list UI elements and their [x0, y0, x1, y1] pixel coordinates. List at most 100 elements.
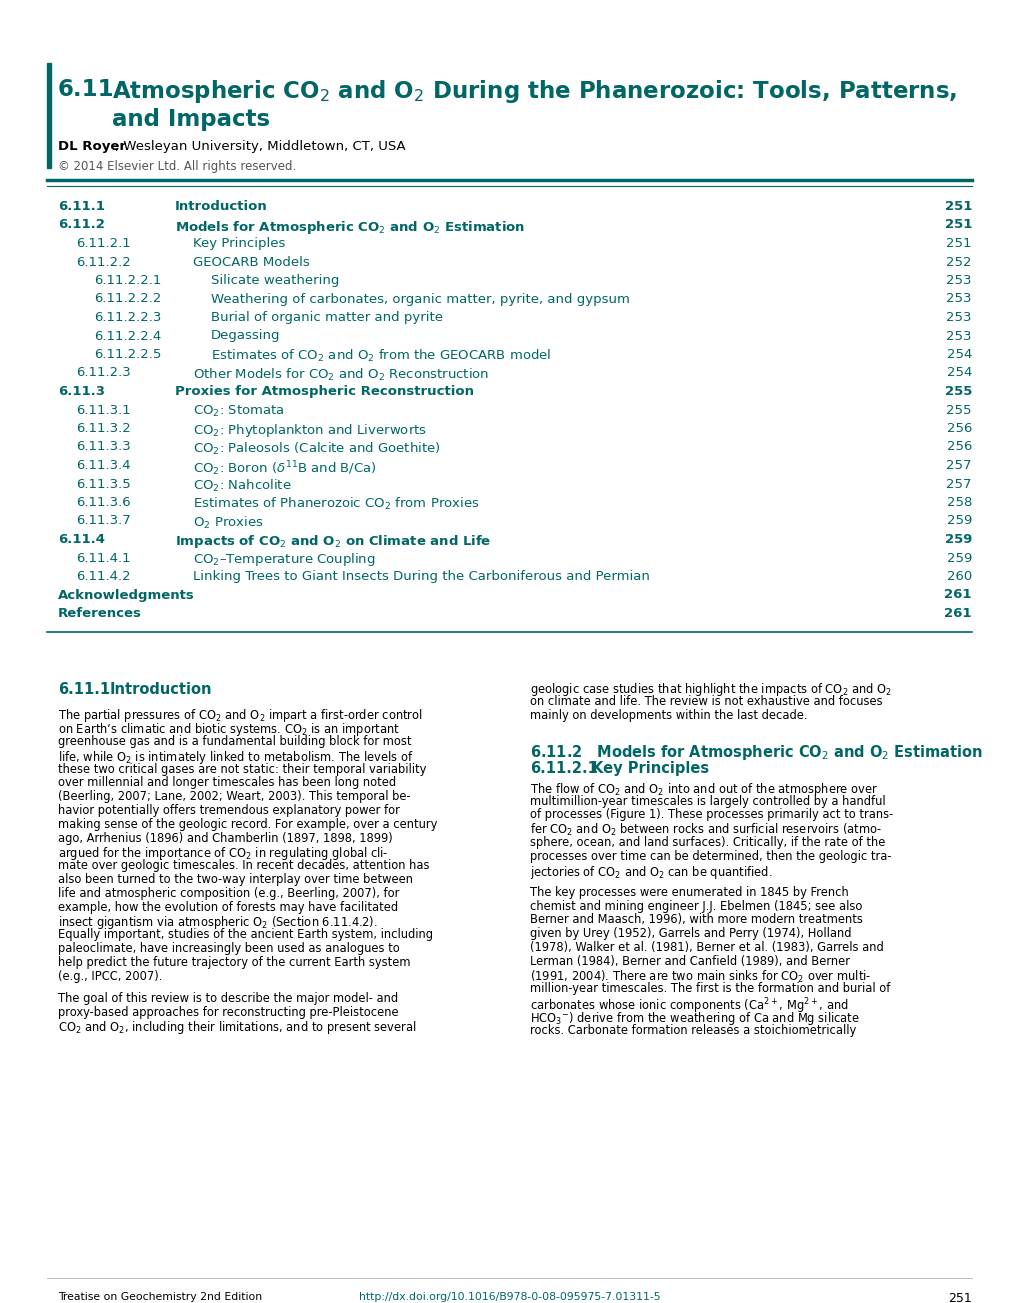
Text: rocks. Carbonate formation releases a stoichiometrically: rocks. Carbonate formation releases a st…: [530, 1024, 855, 1037]
Text: The key processes were enumerated in 1845 by French: The key processes were enumerated in 184…: [530, 886, 848, 899]
Text: Degassing: Degassing: [211, 330, 280, 343]
Text: 253: 253: [946, 330, 971, 343]
Text: processes over time can be determined, then the geologic tra-: processes over time can be determined, t…: [530, 850, 891, 863]
Text: 261: 261: [944, 607, 971, 620]
Text: Estimates of Phanerozoic CO$_{2}$ from Proxies: Estimates of Phanerozoic CO$_{2}$ from P…: [193, 496, 479, 512]
Text: fer CO$_{2}$ and O$_{2}$ between rocks and surficial reservoirs (atmo-: fer CO$_{2}$ and O$_{2}$ between rocks a…: [530, 822, 881, 838]
Text: Estimates of CO$_{2}$ and O$_{2}$ from the GEOCARB model: Estimates of CO$_{2}$ and O$_{2}$ from t…: [211, 348, 550, 364]
Text: Weathering of carbonates, organic matter, pyrite, and gypsum: Weathering of carbonates, organic matter…: [211, 292, 630, 305]
Text: The goal of this review is to describe the major model- and: The goal of this review is to describe t…: [58, 992, 397, 1005]
Text: 6.11.1: 6.11.1: [58, 199, 105, 212]
Text: Proxies for Atmospheric Reconstruction: Proxies for Atmospheric Reconstruction: [175, 384, 474, 397]
Text: given by Urey (1952), Garrels and Perry (1974), Holland: given by Urey (1952), Garrels and Perry …: [530, 928, 851, 941]
Text: over millennial and longer timescales has been long noted: over millennial and longer timescales ha…: [58, 777, 395, 790]
Text: 253: 253: [946, 292, 971, 305]
Text: Acknowledgments: Acknowledgments: [58, 589, 195, 602]
Text: on Earth’s climatic and biotic systems. CO$_{2}$ is an important: on Earth’s climatic and biotic systems. …: [58, 722, 399, 739]
Text: argued for the importance of CO$_{2}$ in regulating global cli-: argued for the importance of CO$_{2}$ in…: [58, 846, 388, 863]
Text: geologic case studies that highlight the impacts of CO$_{2}$ and O$_{2}$: geologic case studies that highlight the…: [530, 681, 892, 698]
Text: http://dx.doi.org/10.1016/B978-0-08-095975-7.01311-5: http://dx.doi.org/10.1016/B978-0-08-0959…: [359, 1293, 660, 1302]
Text: 255: 255: [944, 384, 971, 397]
Text: GEOCARB Models: GEOCARB Models: [193, 255, 310, 268]
Text: 6.11.3.4: 6.11.3.4: [76, 459, 130, 472]
Text: 6.11.2   Models for Atmospheric CO$_{2}$ and O$_{2}$ Estimation: 6.11.2 Models for Atmospheric CO$_{2}$ a…: [530, 743, 982, 762]
Text: 6.11.2.2.2: 6.11.2.2.2: [94, 292, 161, 305]
Text: greenhouse gas and is a fundamental building block for most: greenhouse gas and is a fundamental buil…: [58, 735, 411, 748]
Text: jectories of CO$_{2}$ and O$_{2}$ can be quantified.: jectories of CO$_{2}$ and O$_{2}$ can be…: [530, 864, 771, 881]
Text: Key Principles: Key Principles: [193, 237, 285, 250]
Text: Burial of organic matter and pyrite: Burial of organic matter and pyrite: [211, 311, 442, 324]
Text: 253: 253: [946, 274, 971, 287]
Text: proxy-based approaches for reconstructing pre-Pleistocene: proxy-based approaches for reconstructin…: [58, 1006, 398, 1019]
Bar: [47, 63, 51, 168]
Text: DL Royer: DL Royer: [58, 139, 126, 152]
Text: CO$_{2}$: Phytoplankton and Liverworts: CO$_{2}$: Phytoplankton and Liverworts: [193, 422, 427, 439]
Text: 6.11.2.2: 6.11.2.2: [76, 255, 130, 268]
Text: The flow of CO$_{2}$ and O$_{2}$ into and out of the atmosphere over: The flow of CO$_{2}$ and O$_{2}$ into an…: [530, 780, 877, 797]
Text: 6.11.2.2.1: 6.11.2.2.1: [94, 274, 161, 287]
Text: 6.11.3: 6.11.3: [58, 384, 105, 397]
Text: 6.11: 6.11: [58, 78, 114, 102]
Text: 260: 260: [946, 569, 971, 582]
Text: 6.11.4.1: 6.11.4.1: [76, 551, 130, 564]
Text: 252: 252: [946, 255, 971, 268]
Text: Lerman (1984), Berner and Canfield (1989), and Berner: Lerman (1984), Berner and Canfield (1989…: [530, 955, 849, 968]
Text: 257: 257: [946, 477, 971, 490]
Text: 6.11.3.7: 6.11.3.7: [76, 515, 130, 528]
Text: life and atmospheric composition (e.g., Beerling, 2007), for: life and atmospheric composition (e.g., …: [58, 887, 399, 900]
Text: and Impacts: and Impacts: [112, 108, 270, 132]
Text: 256: 256: [946, 422, 971, 435]
Text: mainly on developments within the last decade.: mainly on developments within the last d…: [530, 709, 807, 722]
Text: CO$_{2}$: Nahcolite: CO$_{2}$: Nahcolite: [193, 477, 291, 494]
Text: carbonates whose ionic components (Ca$^{2+}$, Mg$^{2+}$, and: carbonates whose ionic components (Ca$^{…: [530, 997, 848, 1016]
Text: multimillion-year timescales is largely controlled by a handful: multimillion-year timescales is largely …: [530, 795, 884, 808]
Text: HCO$_{3}$$^{-}$) derive from the weathering of Ca and Mg silicate: HCO$_{3}$$^{-}$) derive from the weather…: [530, 1010, 859, 1027]
Text: million-year timescales. The first is the formation and burial of: million-year timescales. The first is th…: [530, 982, 890, 995]
Text: (1991, 2004). There are two main sinks for CO$_{2}$ over multi-: (1991, 2004). There are two main sinks f…: [530, 968, 870, 985]
Text: CO$_{2}$: Boron ($\delta^{11}$B and B/Ca): CO$_{2}$: Boron ($\delta^{11}$B and B/Ca…: [193, 459, 376, 478]
Text: 251: 251: [944, 199, 971, 212]
Text: 6.11.2: 6.11.2: [58, 219, 105, 232]
Text: 6.11.4: 6.11.4: [58, 533, 105, 546]
Text: on climate and life. The review is not exhaustive and focuses: on climate and life. The review is not e…: [530, 696, 881, 709]
Text: 251: 251: [946, 237, 971, 250]
Text: (1978), Walker et al. (1981), Berner et al. (1983), Garrels and: (1978), Walker et al. (1981), Berner et …: [530, 941, 882, 954]
Text: 6.11.4.2: 6.11.4.2: [76, 569, 130, 582]
Text: ago, Arrhenius (1896) and Chamberlin (1897, 1898, 1899): ago, Arrhenius (1896) and Chamberlin (18…: [58, 831, 392, 844]
Text: 259: 259: [946, 515, 971, 528]
Text: Equally important, studies of the ancient Earth system, including: Equally important, studies of the ancien…: [58, 928, 433, 941]
Text: 6.11.2.1: 6.11.2.1: [76, 237, 130, 250]
Text: Berner and Maasch, 1996), with more modern treatments: Berner and Maasch, 1996), with more mode…: [530, 913, 862, 926]
Text: 251: 251: [944, 219, 971, 232]
Text: insect gigantism via atmospheric O$_{2}$ (Section 6.11.4.2).: insect gigantism via atmospheric O$_{2}$…: [58, 915, 377, 932]
Text: 259: 259: [944, 533, 971, 546]
Text: 6.11.3.3: 6.11.3.3: [76, 440, 130, 453]
Text: Silicate weathering: Silicate weathering: [211, 274, 339, 287]
Text: 255: 255: [946, 404, 971, 417]
Text: 261: 261: [944, 589, 971, 602]
Text: © 2014 Elsevier Ltd. All rights reserved.: © 2014 Elsevier Ltd. All rights reserved…: [58, 160, 296, 173]
Text: Models for Atmospheric CO$_{2}$ and O$_{2}$ Estimation: Models for Atmospheric CO$_{2}$ and O$_{…: [175, 219, 525, 236]
Text: paleoclimate, have increasingly been used as analogues to: paleoclimate, have increasingly been use…: [58, 942, 399, 955]
Text: Other Models for CO$_{2}$ and O$_{2}$ Reconstruction: Other Models for CO$_{2}$ and O$_{2}$ Re…: [193, 366, 489, 383]
Text: life, while O$_{2}$ is intimately linked to metabolism. The levels of: life, while O$_{2}$ is intimately linked…: [58, 749, 413, 766]
Text: these two critical gases are not static: their temporal variability: these two critical gases are not static:…: [58, 762, 426, 775]
Text: O$_{2}$ Proxies: O$_{2}$ Proxies: [193, 515, 263, 530]
Text: 6.11.3.6: 6.11.3.6: [76, 496, 130, 509]
Text: CO$_{2}$–Temperature Coupling: CO$_{2}$–Temperature Coupling: [193, 551, 375, 568]
Text: CO$_{2}$ and O$_{2}$, including their limitations, and to present several: CO$_{2}$ and O$_{2}$, including their li…: [58, 1019, 417, 1036]
Text: The partial pressures of CO$_{2}$ and O$_{2}$ impart a first-order control: The partial pressures of CO$_{2}$ and O$…: [58, 708, 423, 724]
Text: also been turned to the two-way interplay over time between: also been turned to the two-way interpla…: [58, 873, 413, 886]
Text: making sense of the geologic record. For example, over a century: making sense of the geologic record. For…: [58, 818, 437, 831]
Text: 6.11.2.2.3: 6.11.2.2.3: [94, 311, 161, 324]
Text: 257: 257: [946, 459, 971, 472]
Text: 6.11.2.2.5: 6.11.2.2.5: [94, 348, 161, 361]
Text: Introduction: Introduction: [175, 199, 268, 212]
Text: CO$_{2}$: Paleosols (Calcite and Goethite): CO$_{2}$: Paleosols (Calcite and Goethit…: [193, 440, 440, 456]
Text: CO$_{2}$: Stomata: CO$_{2}$: Stomata: [193, 404, 284, 418]
Text: 254: 254: [946, 348, 971, 361]
Text: 254: 254: [946, 366, 971, 379]
Text: 256: 256: [946, 440, 971, 453]
Text: 6.11.2.1: 6.11.2.1: [530, 761, 597, 775]
Text: 251: 251: [948, 1293, 971, 1303]
